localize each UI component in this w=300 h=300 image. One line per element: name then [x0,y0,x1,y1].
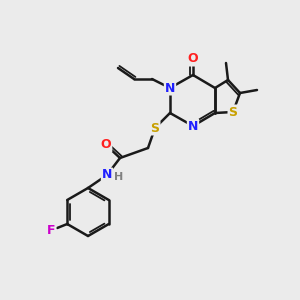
Text: H: H [114,172,124,182]
Text: N: N [165,82,175,94]
Text: N: N [102,169,112,182]
Text: N: N [188,119,198,133]
Text: F: F [47,224,56,238]
Text: S: S [229,106,238,118]
Text: O: O [101,139,111,152]
Text: O: O [188,52,198,65]
Text: S: S [151,122,160,134]
